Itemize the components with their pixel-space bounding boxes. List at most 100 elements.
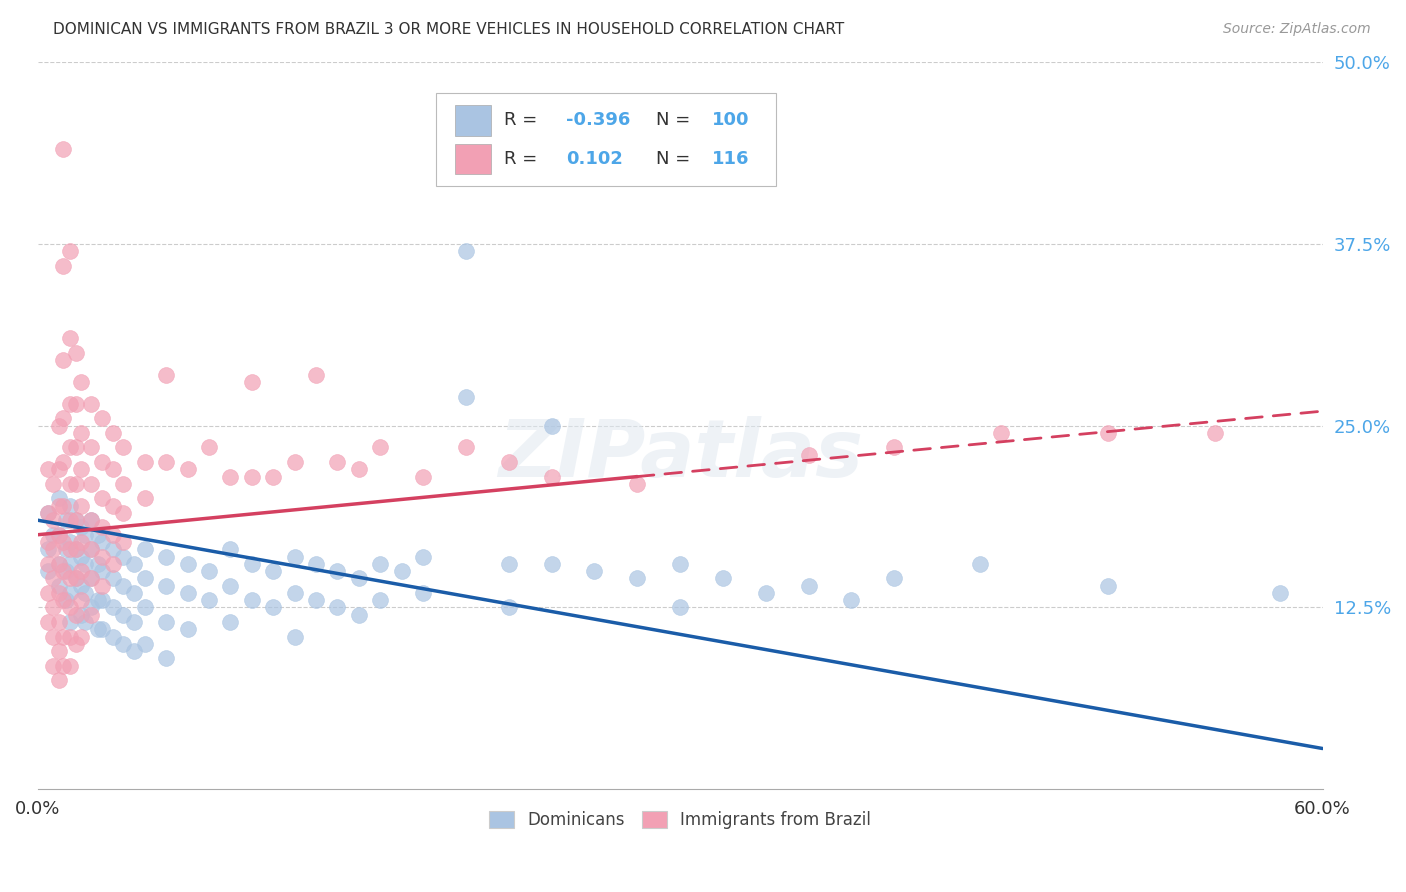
Point — [134, 600, 156, 615]
Point — [198, 564, 221, 578]
Text: R =: R = — [505, 150, 548, 168]
Point — [59, 397, 82, 411]
Text: Source: ZipAtlas.com: Source: ZipAtlas.com — [1223, 22, 1371, 37]
Point — [59, 331, 82, 345]
Point — [112, 476, 135, 491]
Point — [112, 441, 135, 455]
Point — [37, 615, 59, 629]
Text: 0.102: 0.102 — [565, 150, 623, 168]
Point — [37, 462, 59, 476]
Point — [69, 535, 91, 549]
Point — [65, 476, 87, 491]
FancyBboxPatch shape — [436, 93, 776, 186]
Text: DOMINICAN VS IMMIGRANTS FROM BRAZIL 3 OR MORE VEHICLES IN HOUSEHOLD CORRELATION : DOMINICAN VS IMMIGRANTS FROM BRAZIL 3 OR… — [53, 22, 845, 37]
Point — [41, 600, 63, 615]
Point — [368, 593, 391, 607]
Point — [52, 353, 75, 368]
Text: ZIPatlas: ZIPatlas — [498, 416, 863, 494]
Point — [112, 549, 135, 564]
Point — [52, 535, 75, 549]
Point — [540, 557, 562, 571]
Point — [90, 564, 112, 578]
Point — [52, 455, 75, 469]
Point — [305, 557, 328, 571]
Point — [69, 425, 91, 440]
Point — [65, 607, 87, 622]
Text: N =: N = — [655, 112, 696, 129]
Point — [412, 586, 434, 600]
Point — [69, 579, 91, 593]
Point — [80, 513, 103, 527]
Point — [155, 579, 177, 593]
Point — [59, 630, 82, 644]
Point — [155, 549, 177, 564]
Point — [59, 557, 82, 571]
Point — [80, 571, 103, 585]
Point — [454, 441, 477, 455]
Point — [990, 425, 1012, 440]
Point — [797, 579, 820, 593]
Point — [90, 411, 112, 425]
Point — [59, 542, 82, 557]
Point — [155, 615, 177, 629]
Point — [101, 499, 124, 513]
Point — [626, 571, 648, 585]
Point — [59, 615, 82, 629]
Point — [86, 527, 108, 541]
Point — [284, 455, 307, 469]
Point — [48, 586, 70, 600]
Point — [55, 593, 77, 607]
Point — [41, 542, 63, 557]
Bar — [456, 144, 491, 174]
Point — [90, 579, 112, 593]
Point — [112, 637, 135, 651]
Point — [80, 600, 103, 615]
Point — [347, 571, 370, 585]
Point — [90, 535, 112, 549]
Point — [86, 622, 108, 636]
Point — [86, 557, 108, 571]
Point — [1097, 579, 1119, 593]
Point — [59, 513, 82, 527]
Point — [797, 448, 820, 462]
Point — [669, 557, 692, 571]
Point — [59, 441, 82, 455]
Point — [52, 593, 75, 607]
Point — [284, 549, 307, 564]
Point — [69, 520, 91, 534]
Point — [841, 593, 863, 607]
Point — [101, 527, 124, 541]
Point — [101, 557, 124, 571]
Point — [41, 658, 63, 673]
Bar — [456, 105, 491, 136]
Point — [284, 630, 307, 644]
Point — [69, 549, 91, 564]
Point — [101, 571, 124, 585]
Point — [240, 469, 263, 483]
Point — [669, 600, 692, 615]
Point — [219, 615, 242, 629]
Point — [122, 557, 145, 571]
Point — [48, 644, 70, 658]
Point — [101, 462, 124, 476]
Point — [69, 375, 91, 389]
Point — [65, 441, 87, 455]
Point — [59, 658, 82, 673]
Point — [80, 607, 103, 622]
Point — [48, 615, 70, 629]
Point — [176, 557, 198, 571]
Point — [101, 542, 124, 557]
Point — [69, 499, 91, 513]
Point — [48, 418, 70, 433]
Point — [73, 527, 96, 541]
Point — [755, 586, 778, 600]
Point — [305, 368, 328, 382]
Point — [65, 513, 87, 527]
Point — [101, 600, 124, 615]
Point — [69, 564, 91, 578]
Point — [48, 673, 70, 688]
Point — [90, 549, 112, 564]
Point — [711, 571, 734, 585]
Point — [37, 535, 59, 549]
Point — [41, 630, 63, 644]
